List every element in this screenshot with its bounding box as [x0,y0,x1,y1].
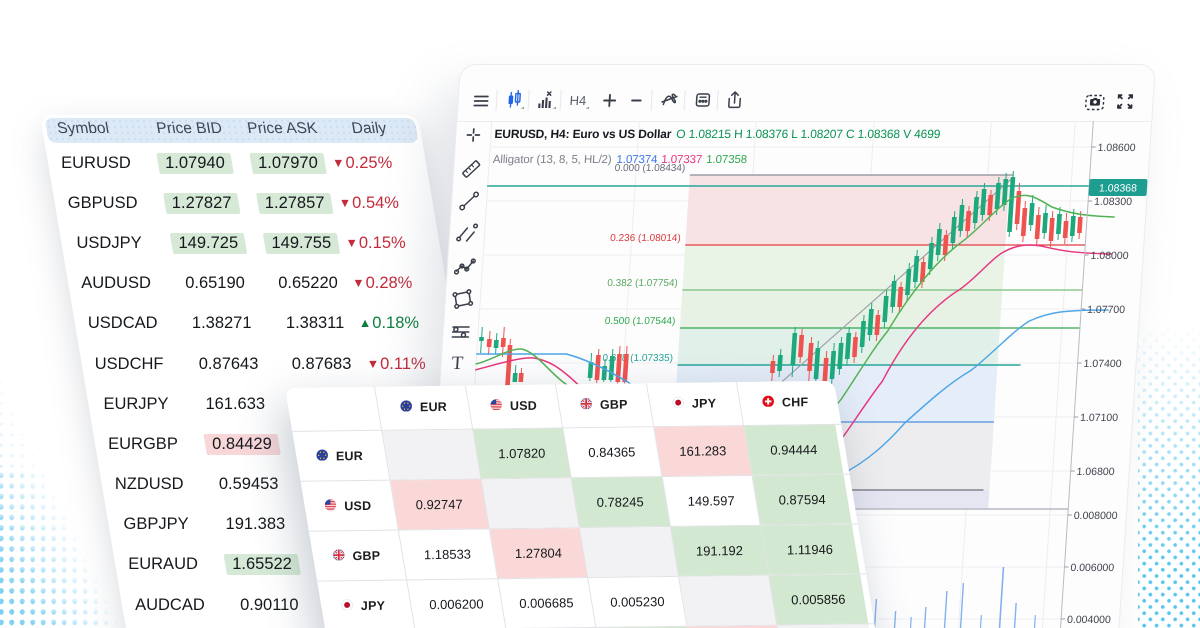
svg-text:0.618 (1.07335): 0.618 (1.07335) [602,353,673,364]
svg-text:0.382 (1.07754): 0.382 (1.07754) [607,278,678,289]
svg-text:0.236 (1.08014): 0.236 (1.08014) [610,233,681,244]
svg-text:1.07700: 1.07700 [1087,304,1126,316]
svg-text:1.08368: 1.08368 [1099,183,1138,195]
svg-text:1.08300: 1.08300 [1094,196,1133,208]
svg-text:1.07100: 1.07100 [1080,412,1119,424]
svg-text:0.006000: 0.006000 [1070,562,1115,574]
svg-text:0.004000: 0.004000 [1067,614,1112,626]
svg-text:0.000 (1.08434): 0.000 (1.08434) [614,163,685,174]
svg-text:H4: H4 [569,93,587,108]
svg-text:1.08600: 1.08600 [1097,142,1136,154]
svg-text:1.07400: 1.07400 [1083,358,1122,370]
svg-text:0.008000: 0.008000 [1073,510,1118,522]
svg-text:1.08000: 1.08000 [1090,250,1129,262]
svg-text:T: T [451,353,464,374]
svg-text:Alligator (13, 8, 5, HL/2)1.07: Alligator (13, 8, 5, HL/2) 1.07374 1.07337… [492,154,747,166]
svg-text:1.06800: 1.06800 [1076,466,1115,478]
svg-text:0.500 (1.07544): 0.500 (1.07544) [604,316,675,327]
